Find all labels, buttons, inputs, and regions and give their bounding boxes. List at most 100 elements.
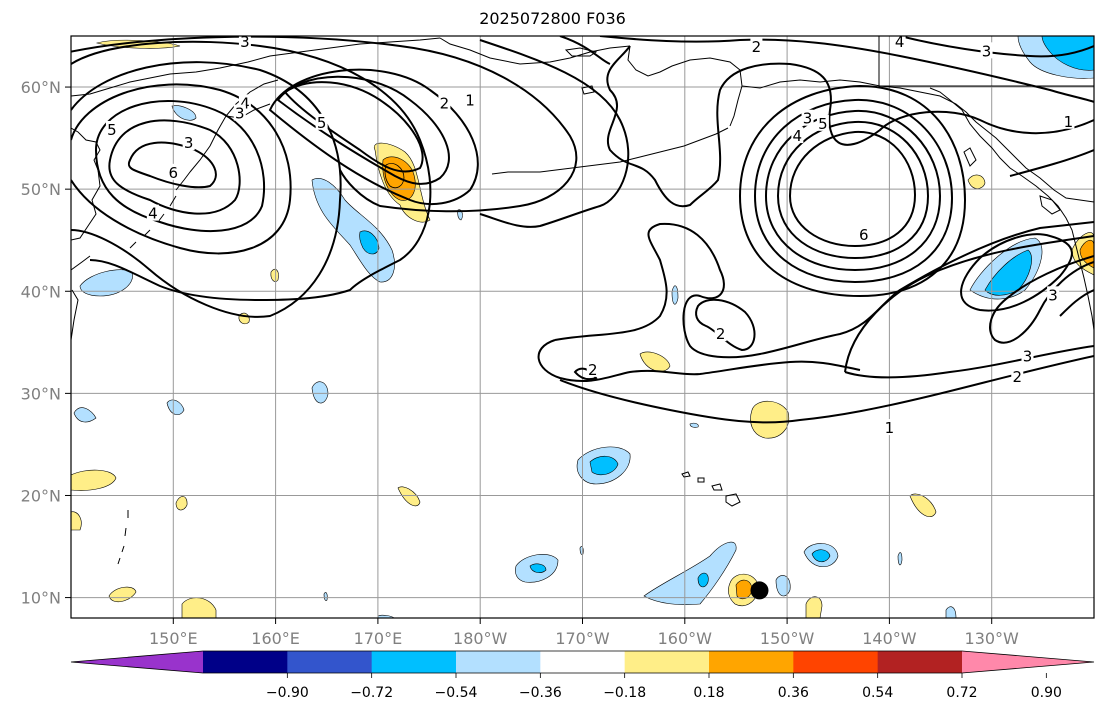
negative-area xyxy=(166,399,185,416)
contour-line xyxy=(559,355,1094,424)
colorbar-segment xyxy=(540,651,626,673)
colorbar-tick-label: 0.54 xyxy=(862,685,893,701)
colorbar-segment xyxy=(456,651,541,673)
lon-tick-label: 160°E xyxy=(251,629,300,648)
contour-label: 5 xyxy=(317,114,327,132)
positive-area xyxy=(397,486,421,507)
lat-tick-label: 60°N xyxy=(21,78,61,97)
positive-area xyxy=(639,351,671,372)
contour-line xyxy=(276,75,450,185)
colorbar-tick-label: −0.72 xyxy=(350,685,393,701)
contour-line xyxy=(960,233,1073,312)
negative-area xyxy=(529,563,547,573)
contour-label: 3 xyxy=(184,134,194,152)
contour-line xyxy=(71,40,432,302)
contour-label: 1 xyxy=(885,419,895,437)
contour-label: 3 xyxy=(1048,286,1058,304)
colorbar-segment xyxy=(793,651,879,673)
coastline-alaska xyxy=(627,45,1094,203)
negative-area xyxy=(171,105,197,121)
contour-label-bg xyxy=(714,325,727,342)
contour-label: 4 xyxy=(148,205,158,223)
contour-line xyxy=(479,39,630,228)
negative-area xyxy=(73,407,97,423)
lon-tick-label: 180°W xyxy=(453,629,508,648)
colorbar-tick-label: 0.18 xyxy=(693,685,724,701)
contour-label: 2 xyxy=(752,38,762,56)
coastline-hawaii-maui xyxy=(711,483,723,491)
contour-label-bg xyxy=(586,360,599,377)
contour-line xyxy=(94,100,266,233)
contour-label: 6 xyxy=(859,226,869,244)
contour-line xyxy=(899,36,1094,58)
contour-label-bg xyxy=(816,114,829,131)
contour-label-bg xyxy=(1047,286,1060,303)
contour-label: 3 xyxy=(240,33,250,51)
map-title: 2025072800 F036 xyxy=(479,9,626,28)
contour-line xyxy=(844,235,1094,373)
positive-area xyxy=(967,174,986,189)
contour-label-bg xyxy=(146,204,159,221)
lon-tick-label: 150°W xyxy=(760,629,815,648)
colorbar-segment xyxy=(203,651,288,673)
contour-label: 1 xyxy=(1064,113,1074,131)
colorbar-tick-label: −0.36 xyxy=(519,685,562,701)
contour-line xyxy=(844,345,1094,379)
lon-tick-label: 170°W xyxy=(555,629,610,648)
contour-label: 4 xyxy=(895,33,905,51)
coastline-hawaii-bigisland xyxy=(725,493,741,507)
contour-label-bg xyxy=(315,113,328,130)
contour-line xyxy=(573,367,598,381)
contour-label: 6 xyxy=(169,164,179,182)
axis-ticks: 150°E 160°E 170°E 180°W 170°W 160°W 150°W 140°W… xyxy=(21,78,1019,648)
contour-line xyxy=(127,141,217,189)
colorbar-segment xyxy=(877,651,963,673)
contour-label-bg xyxy=(893,33,906,50)
contour-label-bg xyxy=(167,163,180,180)
black-dot-marker xyxy=(750,581,769,600)
negative-area xyxy=(311,381,329,404)
colorbar-segment xyxy=(287,651,373,673)
contour-label: 1 xyxy=(465,91,475,109)
negative-area xyxy=(79,269,133,297)
negative-area xyxy=(377,614,395,618)
contour-lines xyxy=(71,36,1094,424)
coastline-hawaii-kauai xyxy=(681,471,691,478)
contour-label: 5 xyxy=(818,115,828,133)
lon-tick-label: 140°W xyxy=(862,629,917,648)
positive-area xyxy=(71,511,82,531)
contour-line xyxy=(606,45,1094,208)
lat-tick-label: 20°N xyxy=(21,486,61,505)
contour-line xyxy=(108,119,241,215)
contour-line xyxy=(776,120,930,260)
contour-line xyxy=(71,83,292,255)
contour-line xyxy=(268,68,479,206)
colorbar-tick-label: −0.18 xyxy=(603,685,646,701)
positive-area xyxy=(750,400,790,439)
colorbar-segment xyxy=(709,651,794,673)
contour-label: 4 xyxy=(793,127,803,145)
colorbar-tick-label: −0.90 xyxy=(266,685,309,701)
positive-area xyxy=(805,596,823,618)
colorbar-segment xyxy=(624,651,710,673)
contour-line xyxy=(788,130,917,248)
colorbar-segment xyxy=(371,651,457,673)
contour-label: 2 xyxy=(588,361,598,379)
contour-label-bg xyxy=(1021,347,1034,364)
positive-area xyxy=(181,597,217,618)
lon-tick-label: 150°E xyxy=(149,629,198,648)
negative-area xyxy=(671,285,679,305)
contour-line xyxy=(1059,289,1094,317)
lat-tick-label: 40°N xyxy=(21,282,61,301)
lat-tick-label: 10°N xyxy=(21,589,61,608)
negative-area xyxy=(689,422,699,428)
positive-area xyxy=(735,579,753,600)
coastline-kurils xyxy=(129,195,177,249)
contour-label: 3 xyxy=(982,42,992,60)
shaded-field xyxy=(71,36,1094,618)
colorbar-extend-high xyxy=(962,651,1094,673)
contour-label-bg xyxy=(857,226,870,243)
coastline-aleutians xyxy=(491,127,729,175)
contour-line xyxy=(695,298,756,352)
